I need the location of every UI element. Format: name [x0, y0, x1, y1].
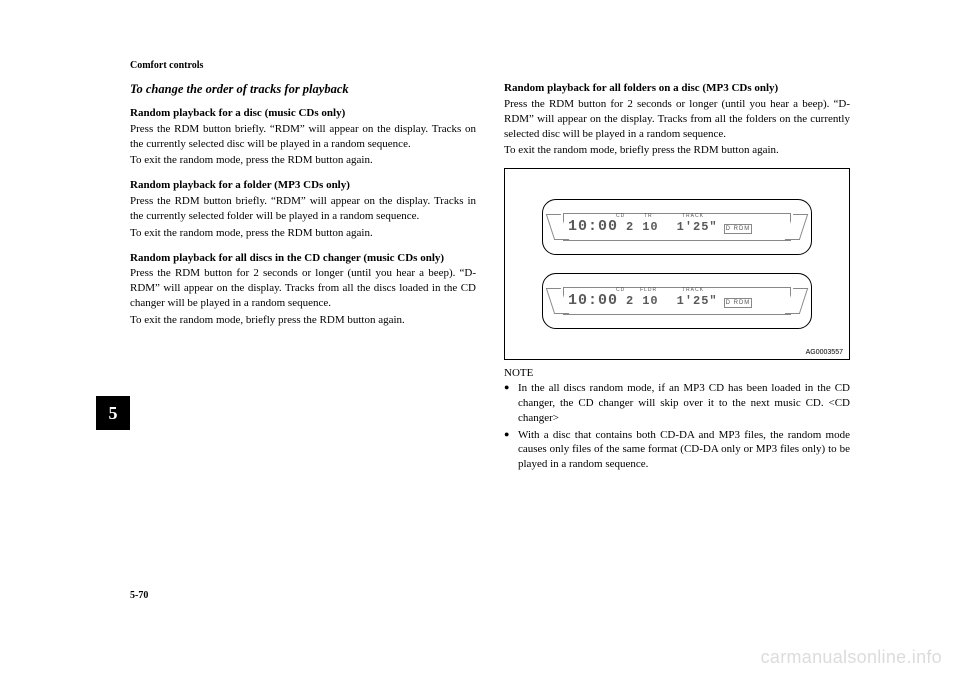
lcd-text-row: 10:00 2 10 1'25" D RDM [564, 217, 790, 237]
radio-panel-top: CD TR TRACK 10:00 2 10 1'25" D RDM [542, 199, 812, 255]
para-text: To exit the random mode, press the RDM b… [130, 226, 476, 241]
right-column: Random playback for all folders on a dis… [504, 81, 850, 474]
lcd-text-row: 10:00 2 10 1'25" D RDM [564, 291, 790, 311]
para-text: To exit the random mode, briefly press t… [504, 143, 850, 158]
rdm-indicator: D RDM [724, 224, 753, 234]
para-heading: Random playback for a disc (music CDs on… [130, 106, 476, 121]
para-heading: Random playback for all folders on a dis… [504, 81, 850, 96]
rdm-indicator: D RDM [724, 298, 753, 308]
para-text: Press the RDM button for 2 seconds or lo… [130, 266, 476, 311]
note-item: In the all discs random mode, if an MP3 … [504, 381, 850, 426]
para-heading: Random playback for a folder (MP3 CDs on… [130, 178, 476, 193]
block-all-folders-random: Random playback for all folders on a dis… [504, 81, 850, 158]
note-list: In the all discs random mode, if an MP3 … [504, 381, 850, 472]
note-item: With a disc that contains both CD-DA and… [504, 428, 850, 473]
section-header: Comfort controls [130, 60, 850, 71]
figure-id-label: AG0003557 [806, 348, 843, 357]
disc-number: 2 [626, 219, 634, 235]
watermark-text: carmanualsonline.info [761, 647, 942, 668]
lcd-display: CD FLDR TRACK 10:00 2 10 1'25" D RDM [563, 287, 791, 315]
track-number: 10 [642, 293, 658, 309]
para-text: To exit the random mode, briefly press t… [130, 313, 476, 328]
manual-page: Comfort controls To change the order of … [130, 60, 850, 580]
content-columns: To change the order of tracks for playba… [130, 81, 850, 474]
para-heading: Random playback for all discs in the CD … [130, 251, 476, 266]
track-number: 10 [642, 219, 658, 235]
radio-display-figure: CD TR TRACK 10:00 2 10 1'25" D RDM [504, 168, 850, 360]
clock-value: 10:00 [568, 291, 618, 311]
clock-value: 10:00 [568, 217, 618, 237]
radio-panel-bottom: CD FLDR TRACK 10:00 2 10 1'25" D RDM [542, 273, 812, 329]
para-text: Press the RDM button briefly. “RDM” will… [130, 194, 476, 224]
para-text: Press the RDM button briefly. “RDM” will… [130, 122, 476, 152]
block-folder-random: Random playback for a folder (MP3 CDs on… [130, 178, 476, 240]
block-disc-random: Random playback for a disc (music CDs on… [130, 106, 476, 168]
block-all-discs-random: Random playback for all discs in the CD … [130, 251, 476, 328]
chapter-tab: 5 [96, 396, 130, 430]
para-text: To exit the random mode, press the RDM b… [130, 153, 476, 168]
subsection-title: To change the order of tracks for playba… [130, 81, 476, 98]
note-heading: NOTE [504, 366, 850, 381]
para-text: Press the RDM button for 2 seconds or lo… [504, 97, 850, 142]
left-column: To change the order of tracks for playba… [130, 81, 476, 474]
disc-number: 2 [626, 293, 634, 309]
page-number: 5-70 [130, 590, 148, 601]
elapsed-time: 1'25" [677, 293, 718, 309]
lcd-display: CD TR TRACK 10:00 2 10 1'25" D RDM [563, 213, 791, 241]
elapsed-time: 1'25" [677, 219, 718, 235]
